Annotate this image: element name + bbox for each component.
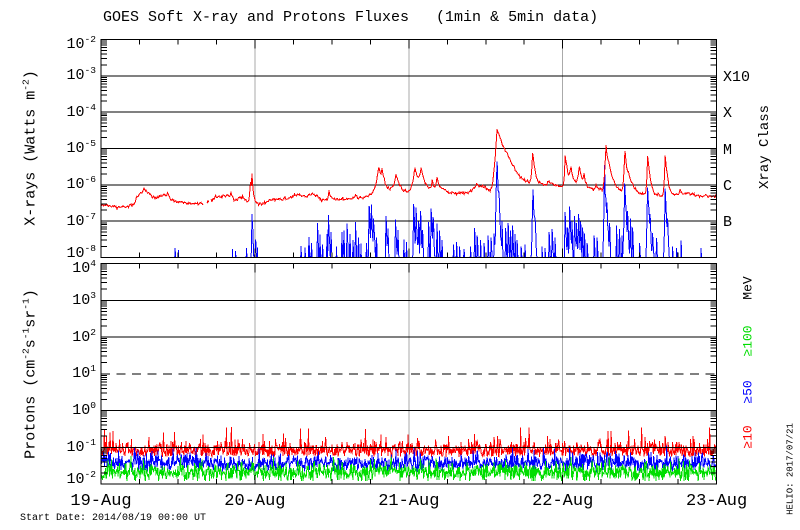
- y-tick-label-protons-1e3: 103: [72, 289, 96, 309]
- y-tick-label-xray-1e-6: 10-6: [66, 174, 96, 194]
- panel-protons-grid-over: [101, 263, 717, 484]
- exponent: -5: [84, 138, 96, 150]
- panel-xray-border: [100, 39, 718, 258]
- y-tick-label-protons-1e-2: 10-2: [66, 469, 96, 488]
- y-tick-label-xray-1e-8: 10-8: [66, 242, 96, 262]
- proton-energy-label-ge100: ≥100: [740, 325, 756, 358]
- panel-protons-border: [100, 263, 718, 485]
- chart-title: GOES Soft X-ray and Protons Fluxes (1min…: [103, 9, 599, 27]
- exponent: 0: [90, 400, 96, 412]
- series-xray-long-1-8A: [210, 128, 717, 207]
- x-tick-label-22-Aug: 22-Aug: [532, 492, 594, 511]
- series-protons-ge100MeV: [101, 456, 717, 482]
- y-tick-label-protons-1e0: 100: [72, 400, 96, 419]
- xray-class-label-C: C: [723, 177, 733, 195]
- panel-xray-grid-under: [101, 39, 717, 258]
- exponent: -6: [84, 174, 96, 186]
- x-tick-label-20-Aug: 20-Aug: [224, 492, 286, 511]
- y-tick-label-protons-1e1: 101: [72, 363, 96, 383]
- exponent: 2: [90, 326, 96, 338]
- y-tick-label-xray-1e-3: 10-3: [66, 65, 96, 85]
- y-tick-label-xray-1e-2: 10-2: [66, 33, 96, 53]
- exponent: -1: [20, 327, 32, 340]
- proton-energy-label-ge50: ≥50: [740, 380, 756, 404]
- y-tick-label-protons-1e2: 102: [72, 326, 96, 346]
- proton-energy-axis-title: MeV: [740, 276, 756, 300]
- exponent: -2: [84, 469, 96, 481]
- y-tick-label-protons-1e4: 104: [72, 257, 96, 277]
- y-tick-label-protons-1e-1: 10-1: [66, 436, 96, 456]
- exponent: -2: [20, 348, 32, 360]
- start-date-label: Start Date: 2014/08/19 00:00 UT: [20, 513, 207, 524]
- x-tick-label-19-Aug: 19-Aug: [70, 492, 132, 511]
- proton-y-axis-title: Protons (cm-2s-1sr-1): [20, 289, 40, 459]
- xray-class-label-X: X: [723, 105, 733, 123]
- x-tick-label-23-Aug: 23-Aug: [685, 492, 748, 511]
- exponent: 4: [90, 257, 96, 269]
- credit-label: HELIO: 2017/07/21: [785, 423, 796, 515]
- exponent: -2: [84, 33, 96, 45]
- xray-class-label-B: B: [723, 214, 733, 232]
- exponent: 3: [90, 289, 96, 301]
- exponent: -1: [84, 436, 96, 448]
- exponent: -7: [84, 210, 96, 222]
- xray-y-axis-title: X-rays (Watts m-2): [20, 70, 40, 226]
- x-tick-label-21-Aug: 21-Aug: [378, 492, 440, 511]
- proton-energy-label-ge10: ≥10: [740, 424, 756, 449]
- panel-xray-grid-over: [101, 39, 717, 258]
- xray-class-label-M: M: [723, 141, 733, 159]
- exponent: -1: [20, 298, 32, 310]
- y-tick-label-xray-1e-4: 10-4: [66, 101, 96, 121]
- y-tick-label-xray-1e-5: 10-5: [66, 138, 96, 157]
- exponent: -2: [20, 79, 32, 91]
- y-tick-label-xray-1e-7: 10-7: [66, 210, 96, 230]
- series-xray-long-1-8A: [101, 187, 204, 211]
- exponent: -8: [84, 242, 96, 254]
- exponent: 1: [90, 363, 96, 375]
- xray-class-label-X10: X10: [723, 68, 751, 86]
- exponent: -3: [84, 65, 96, 77]
- series-protons-ge50MeV: [101, 445, 717, 473]
- series-xray-long-1-8A: [206, 199, 209, 204]
- exponent: -4: [84, 101, 96, 113]
- panel-xray-data: [101, 128, 717, 258]
- xray-class-axis-title: Xray Class: [757, 104, 773, 190]
